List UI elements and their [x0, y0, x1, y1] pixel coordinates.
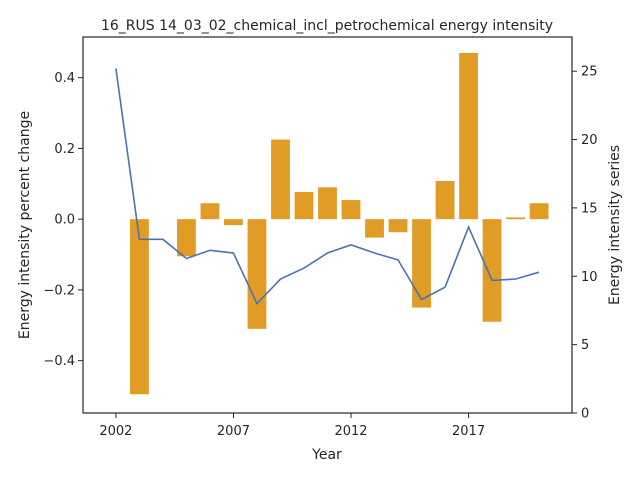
y-axis-right-label: Energy intensity series	[607, 145, 623, 305]
bar-2009	[271, 139, 290, 220]
y-left-tick-label: 0.4	[54, 71, 75, 86]
bar-2013	[365, 219, 384, 238]
bar-2007	[224, 219, 243, 226]
x-tick-label: 2002	[99, 424, 132, 439]
line-series	[115, 68, 540, 306]
y-right-tick-label: 10	[581, 270, 598, 285]
x-tick-label: 2007	[217, 424, 250, 439]
y-left-tick-label: −0.2	[43, 283, 75, 298]
chart-title: 16_RUS 14_03_02_chemical_incl_petrochemi…	[101, 18, 553, 34]
bar-series	[130, 52, 549, 395]
y-right-tick-label: 0	[581, 407, 589, 422]
bar-2020	[529, 203, 549, 220]
series-line	[115, 68, 540, 306]
bar-2014	[388, 219, 408, 233]
plot-frame	[82, 36, 573, 414]
bar-2005	[177, 219, 196, 257]
bar-2019	[506, 217, 525, 220]
x-axis: 2002 2007 2012 2017	[99, 413, 485, 439]
bar-2010	[294, 191, 314, 220]
y-axis-left-label: Energy intensity percent change	[17, 111, 33, 339]
bar-2018	[482, 219, 502, 322]
bar-2011	[318, 187, 337, 220]
x-tick-label: 2017	[452, 424, 485, 439]
y-left-tick-label: 0.0	[54, 213, 75, 228]
y-right-tick-label: 20	[581, 133, 598, 148]
y-left-tick-label: −0.4	[43, 354, 75, 369]
bar-2003	[130, 219, 149, 395]
bar-2008	[247, 219, 267, 329]
bar-2006	[200, 203, 220, 220]
y-axis-right: 0 5 10 15 20 25	[572, 65, 598, 422]
bar-2016	[435, 180, 455, 220]
y-right-tick-label: 25	[581, 65, 598, 80]
y-right-tick-label: 5	[581, 338, 589, 353]
y-right-tick-label: 15	[581, 201, 598, 216]
y-axis-left: −0.4 −0.2 0.0 0.2 0.4	[43, 71, 83, 369]
bar-2015	[412, 219, 431, 308]
y-left-tick-label: 0.2	[54, 142, 75, 157]
bar-2017	[459, 52, 478, 220]
x-tick-label: 2012	[334, 424, 367, 439]
bar-2012	[341, 200, 361, 220]
x-axis-label: Year	[311, 447, 342, 463]
